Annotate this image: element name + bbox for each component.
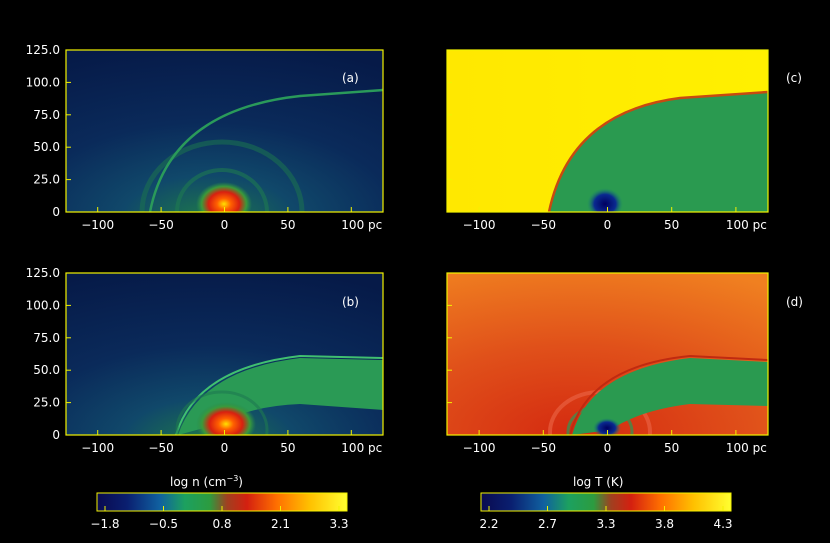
x-tick-label: 50	[664, 441, 679, 455]
colorbar-tick-label: 2.2	[479, 517, 498, 531]
y-tick-label: 100.0	[26, 75, 60, 89]
panel-b-core	[196, 402, 256, 435]
colorbar-tick-label: −0.5	[149, 517, 178, 531]
y-tick-label: 50.0	[33, 363, 60, 377]
x-tick-label: −100	[463, 441, 496, 455]
panel-a-ring	[139, 139, 305, 212]
x-tick-label: −50	[148, 218, 173, 232]
panel-c-label: (c)	[786, 71, 802, 85]
panel-a-core	[196, 182, 252, 212]
panel-d	[447, 273, 768, 435]
x-tick-label: 0	[604, 218, 612, 232]
colorbar-temperature-title: log T (K)	[573, 475, 623, 489]
x-tick-label: −50	[531, 218, 556, 232]
x-tick-label: 0	[221, 441, 229, 455]
x-tick-label: 50	[280, 218, 295, 232]
colorbar-tick-label: 2.1	[271, 517, 290, 531]
panel-b-label: (b)	[342, 295, 359, 309]
x-tick-label: −100	[81, 218, 114, 232]
colorbar-tick-label: 3.3	[329, 517, 348, 531]
x-tick-label: 0	[604, 441, 612, 455]
y-tick-label: 75.0	[33, 108, 60, 122]
panel-d-shell-edge	[569, 354, 768, 435]
panel-a-label: (a)	[342, 71, 359, 85]
panel-a	[66, 50, 383, 212]
colorbar-tick-label: −1.8	[90, 517, 119, 531]
colorbar-temperature: log T (K)	[480, 475, 732, 512]
panel-a-shock-front	[148, 88, 383, 212]
colorbar-tick-label: 3.8	[655, 517, 674, 531]
panel-d-label: (d)	[786, 295, 803, 309]
panel-a-ring-inner	[175, 168, 269, 212]
colorbar-tick-label: 2.7	[538, 517, 557, 531]
panel-b-shell-edge	[175, 354, 383, 435]
y-tick-label: 125.0	[26, 43, 60, 57]
x-tick-label: −50	[531, 441, 556, 455]
y-tick-label: 100.0	[26, 298, 60, 312]
colorbar-tick-label: 0.8	[212, 517, 231, 531]
x-tick-label: 100 pc	[341, 441, 382, 455]
colorbar-tick-label: 4.3	[713, 517, 732, 531]
panel-b	[66, 273, 383, 435]
colorbar-density: log n (cm−3)	[96, 474, 348, 512]
panel-b-ring	[175, 390, 269, 435]
panel-c-cool-bubble	[549, 92, 768, 212]
x-tick-label: 100 pc	[341, 218, 382, 232]
colorbar-ticks: −1.8 −0.5 0.8 2.1 3.3 2.2 2.7 3.3 3.8 4.3	[90, 506, 733, 531]
y-tick-label: 125.0	[26, 266, 60, 280]
x-tick-label: 100 pc	[726, 441, 767, 455]
panel-c-shock-edge	[547, 90, 768, 212]
panel-d-cool-shell	[572, 358, 768, 435]
x-tick-label: −100	[463, 218, 496, 232]
panel-d-cold-core	[593, 418, 621, 435]
panel-c-cold-core	[587, 188, 623, 212]
y-tick-label: 75.0	[33, 331, 60, 345]
y-tick-label: 25.0	[33, 173, 60, 187]
x-tick-label: −50	[148, 441, 173, 455]
x-tick-label: 0	[221, 218, 229, 232]
colorbar-density-title: log n (cm−3)	[170, 474, 243, 489]
axis-group: −100 −50 0 50 100 pc 0 25.0 50.0 75.0 100.0 125.0 −…	[26, 43, 767, 455]
x-tick-label: −100	[81, 441, 114, 455]
colorbar-tick-label: 3.3	[596, 517, 615, 531]
x-tick-label: 50	[664, 218, 679, 232]
x-tick-label: 50	[280, 441, 295, 455]
y-tick-label: 0	[52, 205, 60, 219]
y-tick-label: 25.0	[33, 396, 60, 410]
y-tick-label: 0	[52, 428, 60, 442]
x-tick-label: 100 pc	[726, 218, 767, 232]
y-tick-label: 50.0	[33, 140, 60, 154]
panel-c	[447, 50, 768, 212]
